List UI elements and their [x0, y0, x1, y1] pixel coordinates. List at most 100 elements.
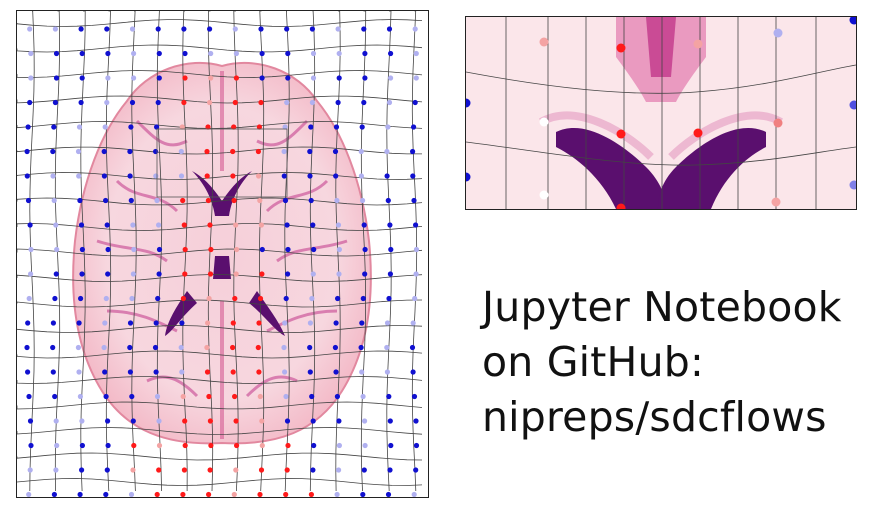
grid-line-vertical [156, 11, 163, 492]
displacement-dot [386, 99, 393, 106]
displacement-dot [105, 271, 111, 277]
displacement-dot [283, 491, 289, 497]
displacement-dot [283, 393, 289, 400]
displacement-dot [104, 26, 110, 32]
inset-right-ventricle-halo [668, 111, 783, 160]
displacement-dot [207, 99, 213, 106]
displacement-dot [105, 50, 111, 57]
displacement-dot [335, 222, 342, 228]
displacement-dot [28, 75, 34, 81]
grid-line-horizontal [17, 427, 423, 435]
displacement-dot [130, 467, 136, 473]
displacement-dot [79, 442, 85, 449]
displacement-dot [309, 26, 315, 32]
displacement-dot [259, 442, 265, 449]
displacement-dot [181, 99, 187, 106]
displacement-dot [308, 491, 314, 497]
displacement-dot [231, 124, 237, 130]
displacement-dot [336, 418, 342, 424]
displacement-dot [103, 491, 109, 497]
displacement-dot [332, 344, 338, 351]
displacement-dot [230, 369, 236, 375]
displacement-dot [27, 26, 33, 32]
sulci [96, 119, 348, 398]
displacement-dot [131, 246, 137, 253]
displacement-dot [232, 99, 238, 106]
displacement-dot [258, 467, 265, 473]
displacement-dot [361, 467, 367, 473]
displacement-dot [50, 148, 56, 155]
displacement-dot [24, 173, 30, 179]
displacement-dot [53, 75, 60, 81]
displacement-dot [105, 246, 111, 253]
displacement-dot [182, 50, 188, 57]
displacement-dot [258, 26, 264, 32]
displacement-dot [411, 124, 417, 130]
displacement-dot [307, 320, 313, 326]
displacement-dot [311, 442, 317, 449]
displacement-dot [385, 197, 391, 204]
displacement-dot [179, 124, 185, 130]
displacement-dot [127, 344, 133, 351]
displacement-dot [128, 491, 135, 497]
displacement-dot [334, 491, 340, 497]
displacement-dot [233, 271, 239, 277]
displacement-dot [180, 197, 186, 204]
displacement-dot [284, 467, 290, 473]
displacement-dot [130, 418, 136, 424]
displacement-dot [25, 369, 31, 375]
displacement-dot [358, 148, 364, 155]
displacement-dot [181, 26, 187, 32]
displacement-dot [101, 148, 107, 155]
displacement-dot [104, 222, 110, 228]
displacement-dot [256, 173, 262, 179]
displacement-dot [156, 418, 162, 424]
displacement-dot [156, 271, 162, 277]
displacement-dot [78, 222, 85, 228]
grid-line-horizontal [17, 121, 423, 129]
displacement-dot [77, 197, 83, 204]
grid-line-horizontal [17, 44, 423, 53]
displacement-dot [282, 320, 288, 326]
displacement-dot [386, 26, 393, 32]
displacement-dot [333, 369, 339, 375]
displacement-dot [52, 393, 58, 400]
brain-field-map [17, 11, 423, 497]
displacement-dot [230, 148, 236, 155]
displacement-dot [387, 467, 393, 473]
displacement-dot [128, 197, 134, 204]
displacement-dot [233, 467, 239, 473]
grid-line-horizontal [17, 350, 423, 359]
displacement-dot [411, 393, 418, 400]
displacement-dot [259, 50, 265, 57]
grid-line-horizontal [17, 299, 423, 308]
displacement-dot [103, 393, 109, 400]
displacement-dot [208, 50, 214, 57]
displacement-dot [336, 271, 342, 277]
displacement-dot [386, 393, 392, 400]
displacement-dot [285, 246, 291, 253]
displacement-dot [102, 124, 108, 130]
displacement-dot [284, 222, 290, 228]
displacement-dot [207, 418, 213, 424]
displacement-dot [181, 467, 187, 473]
displacement-dot [27, 222, 33, 228]
inset-left-ventricle [556, 127, 666, 209]
grid-line-horizontal [17, 452, 423, 461]
displacement-dot [307, 148, 313, 155]
displacement-dot [358, 173, 364, 179]
displacement-dot [360, 491, 366, 497]
displacement-dot [336, 75, 342, 81]
displacement-dot [178, 173, 185, 179]
displacement-dot [24, 148, 30, 155]
displacement-dot [127, 369, 133, 375]
displacement-dot [285, 271, 291, 277]
displacement-dot [410, 320, 416, 326]
displacement-dot [25, 124, 31, 130]
displacement-dot [208, 75, 214, 81]
displacement-dot [79, 246, 85, 253]
displacement-dot [105, 75, 111, 81]
displacement-dot [75, 344, 81, 351]
displacement-dot [180, 295, 186, 302]
displacement-dot [412, 295, 418, 302]
